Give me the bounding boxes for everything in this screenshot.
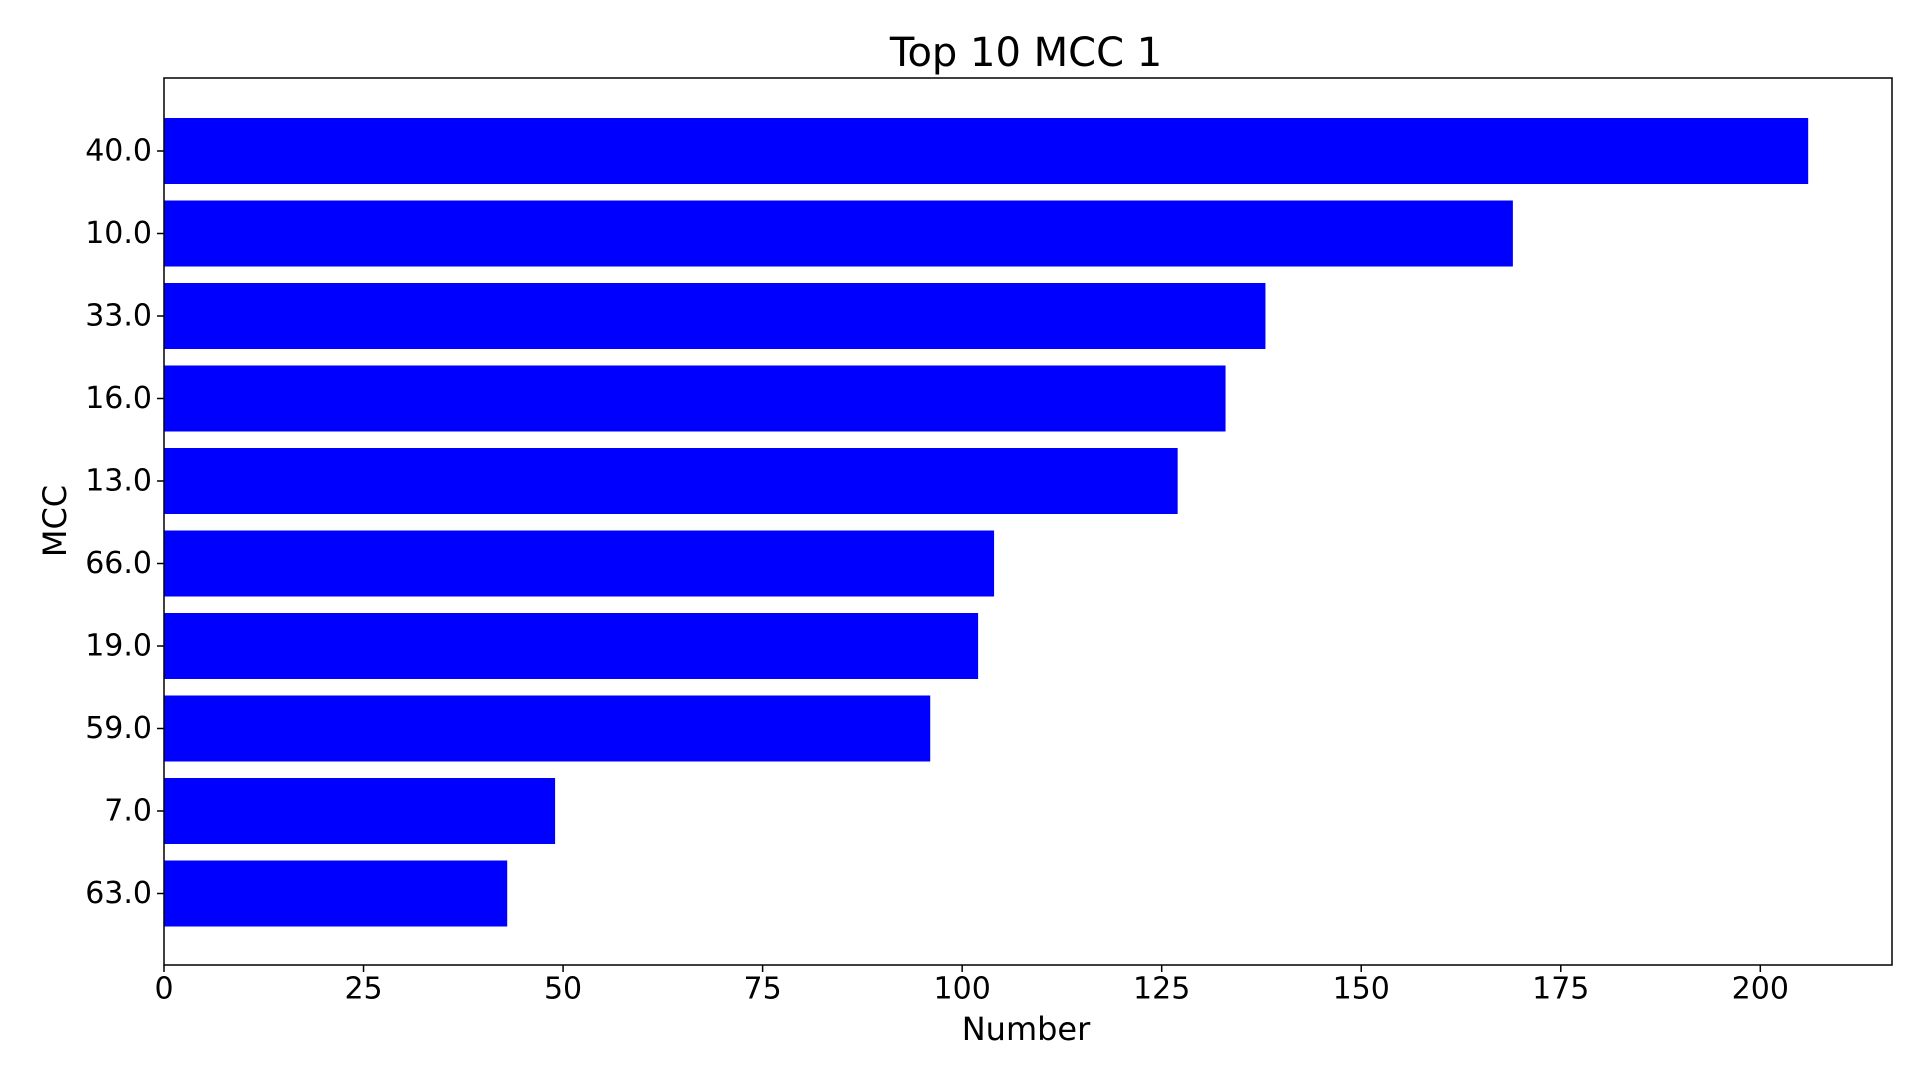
bars-layer xyxy=(164,118,1809,927)
bar-19.0 xyxy=(164,613,979,679)
y-tick-label: 10.0 xyxy=(85,216,152,251)
bar-63.0 xyxy=(164,860,508,927)
y-tick-label: 40.0 xyxy=(85,134,152,169)
x-axis-label: Number xyxy=(962,1010,1091,1048)
x-tick-label: 0 xyxy=(154,972,173,1007)
bar-13.0 xyxy=(164,448,1178,514)
x-axis-ticks: 0 25 50 75 100 125 150 175 200 xyxy=(154,965,1789,1007)
bar-33.0 xyxy=(164,283,1266,349)
y-tick-label: 63.0 xyxy=(85,876,152,911)
bar-40.0 xyxy=(164,118,1809,184)
x-tick-label: 150 xyxy=(1333,972,1390,1007)
y-tick-label: 33.0 xyxy=(85,299,152,334)
x-tick-label: 75 xyxy=(744,972,782,1007)
x-tick-label: 50 xyxy=(544,972,582,1007)
bar-7.0 xyxy=(164,778,556,844)
y-axis-ticks: 40.0 10.0 33.0 16.0 13.0 66.0 19.0 59.0 7.0 63.0 xyxy=(85,134,164,911)
x-tick-label: 100 xyxy=(934,972,991,1007)
x-tick-label: 25 xyxy=(344,972,382,1007)
bar-66.0 xyxy=(164,530,995,597)
plot-area-frame xyxy=(163,77,1893,966)
y-tick-label: 13.0 xyxy=(85,464,152,499)
x-tick-label: 125 xyxy=(1133,972,1190,1007)
y-tick-label: 7.0 xyxy=(104,794,152,829)
y-axis-label: MCC xyxy=(36,485,74,557)
y-tick-label: 66.0 xyxy=(85,546,152,581)
x-tick-label: 200 xyxy=(1732,972,1789,1007)
x-tick-label: 175 xyxy=(1532,972,1589,1007)
bar-10.0 xyxy=(164,200,1513,267)
y-tick-label: 19.0 xyxy=(85,629,152,664)
bar-59.0 xyxy=(164,695,931,762)
y-tick-label: 16.0 xyxy=(85,381,152,416)
y-tick-label: 59.0 xyxy=(85,711,152,746)
bar-16.0 xyxy=(164,365,1226,432)
chart-title: Top 10 MCC 1 xyxy=(889,30,1162,76)
